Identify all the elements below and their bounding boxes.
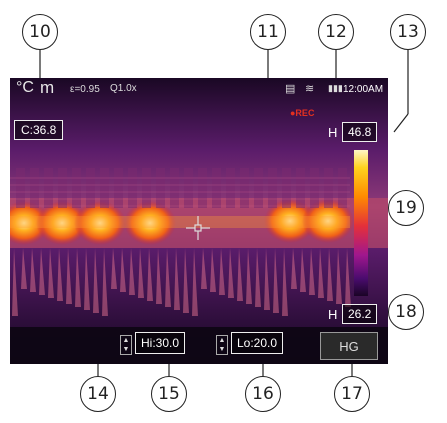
stepper-up-icon[interactable]: ▲ [122, 337, 130, 344]
hi-limit-field[interactable]: Hi:30.0 [135, 332, 186, 354]
recording-indicator: ●REC [290, 108, 315, 118]
lo-stepper[interactable]: ▲ ▼ [216, 335, 228, 355]
callout-17: 17 [334, 376, 370, 412]
sd-card-icon: ▤ [285, 83, 296, 95]
callout-16: 16 [245, 376, 281, 412]
battery-icon: ▮▮▮ [328, 83, 343, 93]
low-tag: H [328, 306, 338, 322]
zoom-label: Q1.0x [110, 83, 137, 94]
hg-mode-button[interactable]: HG [320, 332, 378, 360]
high-temperature: H 46.8 [328, 122, 378, 142]
callout-10: 10 [22, 14, 58, 50]
clock: 12:00AM [343, 84, 384, 95]
measure-mode-icon: m [40, 78, 55, 97]
high-value: 46.8 [342, 122, 378, 142]
color-scale-bar [354, 150, 368, 296]
wifi-icon: ≋ [305, 83, 315, 95]
low-value: 26.2 [342, 304, 378, 324]
callout-13: 13 [390, 14, 426, 50]
status-bar: °C m ε=0.95 Q1.0x ▤ ≋ ▮▮▮ 12:00AM [10, 78, 388, 100]
callout-18: 18 [388, 294, 424, 330]
stepper-down-icon[interactable]: ▼ [122, 346, 130, 353]
hi-stepper[interactable]: ▲ ▼ [120, 335, 132, 355]
center-temperature: C:36.8 [14, 120, 64, 140]
camera-screen: °C m ε=0.95 Q1.0x ▤ ≋ ▮▮▮ 12:00AM ●REC C… [10, 78, 388, 364]
control-bar: ▲ ▼ Hi:30.0 ▲ ▼ Lo:20.0 HG [10, 327, 388, 364]
high-tag: H [328, 124, 338, 140]
callout-14: 14 [80, 376, 116, 412]
low-temperature: H 26.2 [328, 304, 378, 324]
callout-19: 19 [388, 190, 424, 226]
callout-12: 12 [318, 14, 354, 50]
unit-label: °C [16, 79, 34, 96]
crosshair-icon [186, 216, 210, 240]
thermal-image [10, 78, 388, 364]
stepper-down-icon[interactable]: ▼ [218, 346, 226, 353]
callout-15: 15 [151, 376, 187, 412]
emissivity-label: ε=0.95 [70, 84, 100, 95]
lo-limit-field[interactable]: Lo:20.0 [231, 332, 284, 354]
callout-11: 11 [250, 14, 286, 50]
stepper-up-icon[interactable]: ▲ [218, 337, 226, 344]
